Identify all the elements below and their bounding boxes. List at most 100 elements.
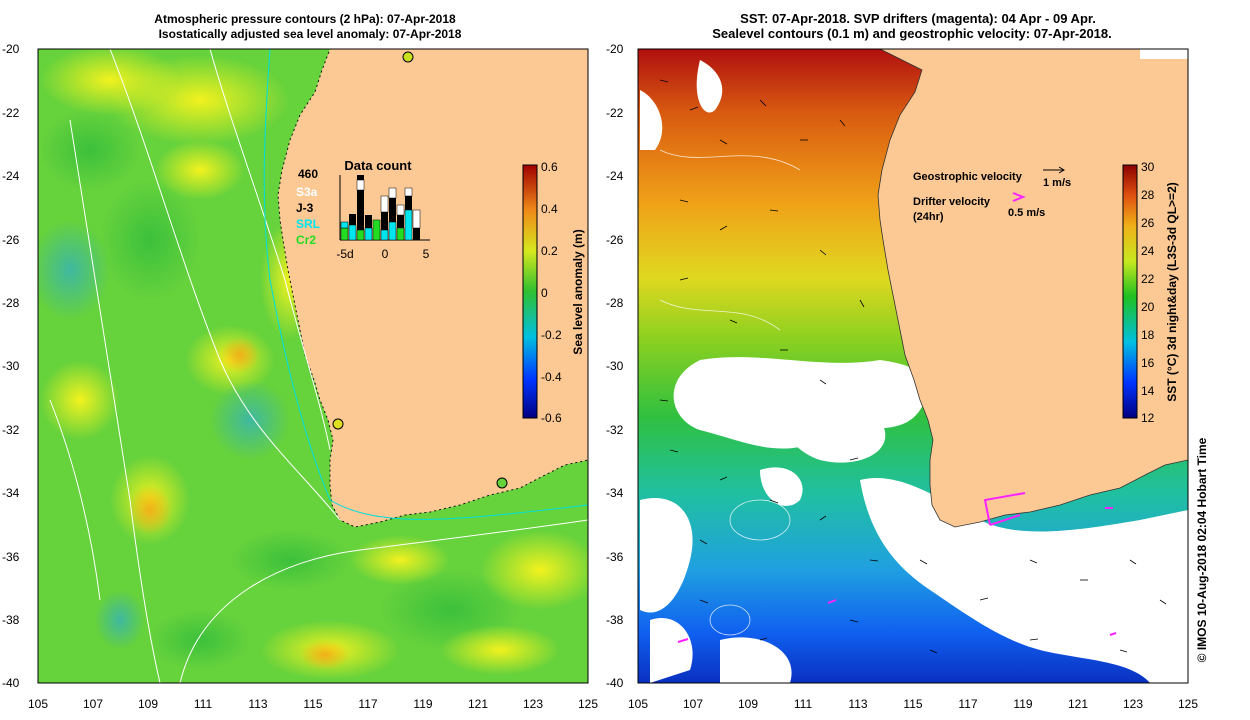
cbar-tick: 22 xyxy=(1141,272,1155,286)
bar xyxy=(404,187,413,197)
sealevel-contours xyxy=(659,149,1141,641)
cbar-tick: 16 xyxy=(1141,356,1155,370)
data-count-xtick: -5d xyxy=(336,247,353,261)
x-tick: 109 xyxy=(138,697,158,711)
sla-colorbar: 0.6 0.4 0.2 0 -0.2 -0.4 -0.6 Sea level a… xyxy=(522,160,585,425)
right-x-axis: 105 107 109 111 113 115 117 119 121 123 … xyxy=(628,697,1198,711)
cbar-tick: 18 xyxy=(1141,328,1155,342)
bar xyxy=(396,204,405,216)
x-tick: 111 xyxy=(194,697,213,711)
x-tick: 105 xyxy=(28,697,48,711)
cbar-tick: -0.6 xyxy=(541,411,562,425)
drifter-tracks xyxy=(677,492,1117,643)
drifter-label-24hr: (24hr) xyxy=(913,211,944,223)
bar xyxy=(356,179,365,191)
y-tick: -26 xyxy=(2,233,20,247)
left-map-panel: Atmospheric pressure contours (2 hPa): 0… xyxy=(2,12,598,711)
y-tick: -24 xyxy=(606,169,624,183)
drifter-scale: 0.5 m/s xyxy=(1008,207,1045,219)
cbar-tick: 0.6 xyxy=(541,160,558,174)
y-tick: -30 xyxy=(2,359,20,373)
bar xyxy=(412,209,421,229)
y-tick: -30 xyxy=(606,359,624,373)
bar xyxy=(340,227,349,241)
data-count-xtick: 0 xyxy=(382,247,389,261)
x-tick: 113 xyxy=(248,697,267,711)
bar xyxy=(389,198,396,222)
bar xyxy=(388,221,397,241)
y-tick: -20 xyxy=(2,42,20,56)
bar xyxy=(381,212,388,230)
geostrophic-scale: 1 m/s xyxy=(1043,177,1071,189)
bar xyxy=(372,219,381,241)
x-tick: 123 xyxy=(1123,697,1143,711)
left-x-axis: 105 107 109 111 113 115 117 119 121 123 … xyxy=(28,697,598,711)
cbar-tick: 0 xyxy=(541,286,548,300)
y-tick: -20 xyxy=(606,42,624,56)
y-tick: -36 xyxy=(2,550,20,564)
velocity-arrows xyxy=(659,79,1167,654)
cbar-tick: 0.4 xyxy=(541,202,558,216)
left-title-line2: Isostatically adjusted sea level anomaly… xyxy=(159,27,462,41)
data-count-max: 460 xyxy=(298,167,318,181)
x-tick: 121 xyxy=(468,697,488,711)
bar xyxy=(397,215,404,228)
x-tick: 119 xyxy=(413,697,432,711)
cbar-tick: 26 xyxy=(1141,216,1155,230)
y-tick: -32 xyxy=(606,423,624,437)
y-tick: -28 xyxy=(2,296,20,310)
australia-land-right xyxy=(877,49,1188,528)
x-tick: 121 xyxy=(1068,697,1088,711)
bar xyxy=(357,175,364,230)
bar xyxy=(404,209,413,241)
y-tick: -28 xyxy=(606,296,624,310)
pressure-contours xyxy=(49,49,588,683)
sst-field xyxy=(638,49,1188,683)
y-tick: -34 xyxy=(2,486,20,500)
data-count-title: Data count xyxy=(344,158,412,173)
x-tick: 123 xyxy=(523,697,543,711)
x-tick: 105 xyxy=(628,697,648,711)
bar xyxy=(348,224,357,241)
y-tick: -22 xyxy=(606,106,624,120)
legend-s3a: S3a xyxy=(296,185,318,199)
bar xyxy=(340,221,349,229)
y-tick: -22 xyxy=(2,106,20,120)
drifter-label: Drifter velocity xyxy=(913,196,991,208)
right-title-line1: SST: 07-Apr-2018. SVP drifters (magenta)… xyxy=(740,11,1096,26)
y-tick: -40 xyxy=(606,676,624,690)
x-tick: 107 xyxy=(683,697,703,711)
x-tick: 115 xyxy=(903,697,922,711)
bar xyxy=(413,228,420,240)
bar xyxy=(388,187,397,199)
data-count-xtick: 5 xyxy=(423,247,430,261)
data-count-inset: Data count 460 S3a J-3 SRL Cr2 xyxy=(296,158,430,261)
x-tick: 107 xyxy=(83,697,103,711)
cbar-tick: 20 xyxy=(1141,300,1155,314)
cloud-mask xyxy=(640,60,1188,683)
y-tick: -38 xyxy=(2,613,20,627)
imos-credit: © IMOS 10-Aug-2018 02:04 Hobart Time xyxy=(1195,437,1209,662)
legend-srl: SRL xyxy=(296,217,320,231)
x-tick: 117 xyxy=(358,697,377,711)
x-tick: 125 xyxy=(578,697,598,711)
sla-colorbar-label: Sea level anomaly (m) xyxy=(571,229,585,354)
bar xyxy=(380,229,389,241)
tide-gauge-marker xyxy=(332,418,344,430)
x-tick: 111 xyxy=(794,697,813,711)
bar xyxy=(364,227,373,241)
bar xyxy=(349,214,356,225)
x-tick: 117 xyxy=(958,697,977,711)
geostrophic-scale-arrow-icon xyxy=(1043,166,1065,174)
y-tick: -24 xyxy=(2,169,20,183)
cbar-tick: -0.4 xyxy=(541,370,562,384)
y-tick: -26 xyxy=(606,233,624,247)
cbar-tick: 24 xyxy=(1141,244,1155,258)
legend-cr2: Cr2 xyxy=(296,233,316,247)
drifter-scale-arrow-icon xyxy=(1012,192,1026,202)
y-tick: -40 xyxy=(2,676,20,690)
tide-gauge-marker xyxy=(402,51,414,63)
cbar-tick: 12 xyxy=(1141,411,1155,425)
right-y-axis: -20 -22 -24 -26 -28 -30 -32 -34 -36 -38 … xyxy=(606,42,624,690)
